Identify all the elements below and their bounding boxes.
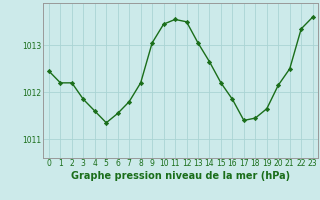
X-axis label: Graphe pression niveau de la mer (hPa): Graphe pression niveau de la mer (hPa) (71, 171, 290, 181)
